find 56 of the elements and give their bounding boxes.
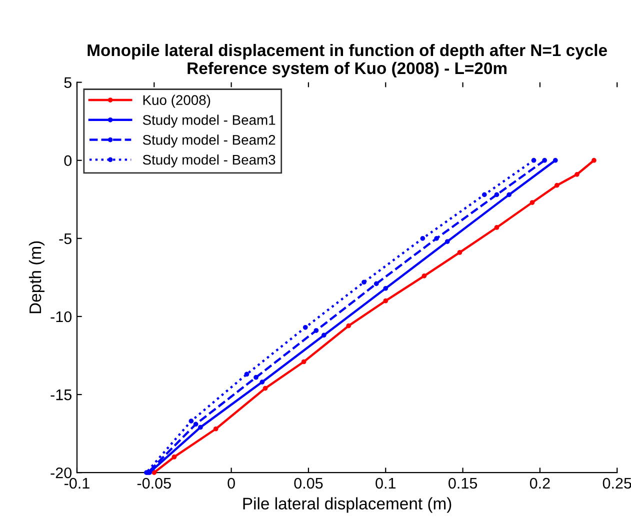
legend-label: Study model - Beam3 [142,154,276,168]
x-tick-label: 0.15 [448,478,478,489]
legend-label: Study model - Beam1 [142,114,276,128]
x-axis-title: Pile lateral displacement (m) [243,497,452,513]
point [444,239,450,244]
y-tick-label: -20 [50,467,72,478]
point [506,192,512,198]
x-tick-label: -0.1 [64,478,90,489]
point [574,172,580,177]
point [494,225,500,230]
y-tick-label: 0 [64,155,72,166]
x-tick-label: 0.25 [602,478,631,489]
legend-label: Study model - Beam2 [142,134,276,148]
point [321,332,326,338]
point [188,418,194,424]
point [552,158,558,163]
point [482,192,487,198]
point [314,328,319,333]
point [494,192,500,198]
point [346,323,352,328]
point [531,158,536,163]
chart-title: Monopile lateral displacement in function of depth after N=1 cycle Reference system of Kuo (2008) - L=20m [88,44,607,78]
y-tick-label: -15 [50,390,72,400]
y-axis-title: Depth (m) [28,241,44,314]
y-tick-label: -5 [59,233,72,244]
point [254,374,258,380]
legend-label: Kuo (2008) [143,94,210,108]
point [542,158,548,163]
y-tick-label: 5 [64,77,72,88]
point [172,454,177,460]
point [383,298,388,304]
point [213,426,218,432]
point [374,281,379,286]
point [420,236,426,241]
point [152,470,157,476]
point [260,380,265,384]
point [554,182,560,188]
x-tick-label: 0.2 [530,478,550,489]
x-tick-label: 0.05 [294,478,323,489]
point [301,359,306,364]
point [302,324,308,330]
point [198,424,203,430]
x-tick-label: -0.05 [137,478,171,489]
point [457,250,462,255]
x-tick-label: 0 [228,478,235,489]
point [383,286,388,291]
point [362,280,366,285]
x-tick-label: 0.1 [376,478,396,489]
point [422,273,427,278]
point [530,200,535,205]
point [262,386,268,391]
point [434,236,439,241]
point [592,158,596,163]
point [193,422,198,427]
y-tick-label: -10 [50,311,72,322]
point [244,372,250,377]
